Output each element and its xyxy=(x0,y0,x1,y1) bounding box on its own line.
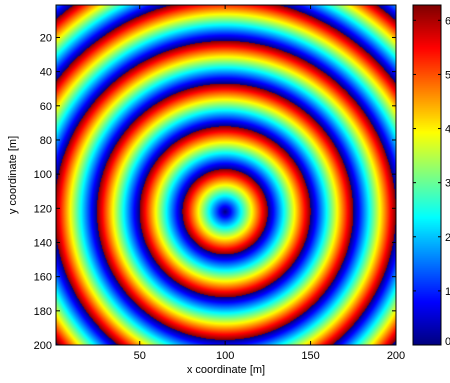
colorbar-gradient xyxy=(413,5,441,345)
x-tick-label: 50 xyxy=(134,350,146,362)
colorbar: 0 1 2 3 4 5 6 xyxy=(412,4,450,348)
x-tick-label: 150 xyxy=(301,350,319,362)
x-axis: 50 100 150 200 xyxy=(134,5,405,362)
colorbar-tick-label: 1 xyxy=(445,286,450,298)
y-tick-label: 200 xyxy=(34,340,52,352)
y-tick-label: 140 xyxy=(34,237,52,249)
heatmap-plot xyxy=(55,4,397,346)
colorbar-tick-label: 2 xyxy=(445,232,450,244)
y-tick-label: 160 xyxy=(34,272,52,284)
x-axis-label: x coordinate [m] xyxy=(187,364,265,376)
y-axis: 20 40 60 80 100 120 140 160 180 200 xyxy=(34,32,396,352)
y-tick-label: 40 xyxy=(40,67,52,79)
colorbar-tick-label: 3 xyxy=(445,178,450,190)
colorbar-tick-label: 0 xyxy=(445,336,450,348)
y-axis-label: y coordinate [m] xyxy=(7,136,19,214)
x-tick-label: 200 xyxy=(387,350,405,362)
y-tick-label: 180 xyxy=(34,306,52,318)
heatmap-image xyxy=(56,5,396,345)
y-tick-label: 120 xyxy=(34,203,52,215)
y-tick-label: 100 xyxy=(34,169,52,181)
colorbar-tick-label: 6 xyxy=(445,15,450,27)
colorbar-tick-label: 5 xyxy=(445,69,450,81)
colorbar-ticks: 0 1 2 3 4 5 6 xyxy=(413,15,450,348)
plot-frame xyxy=(55,4,397,346)
y-tick-label: 20 xyxy=(40,32,52,44)
colorbar-frame xyxy=(412,4,442,346)
y-tick-label: 60 xyxy=(40,101,52,113)
colorbar-tick-label: 4 xyxy=(445,124,450,136)
x-tick-label: 100 xyxy=(216,350,234,362)
y-tick-label: 80 xyxy=(40,135,52,147)
